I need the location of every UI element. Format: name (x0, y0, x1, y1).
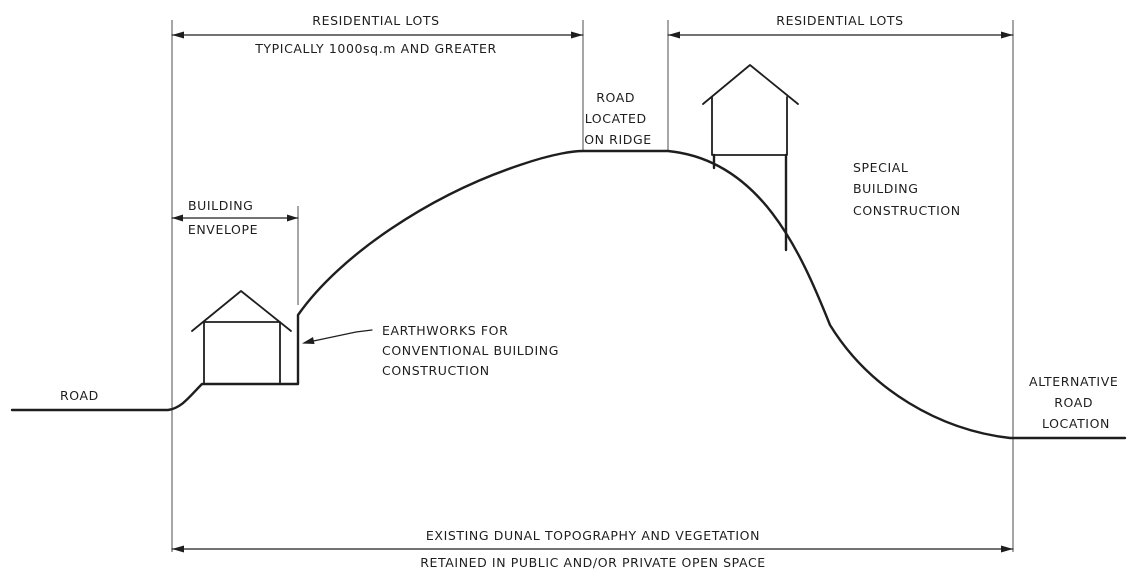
earthworks-line-3: CONSTRUCTION (382, 363, 490, 378)
earthworks-leader (302, 329, 373, 344)
conventional-house-roof (191, 290, 292, 332)
earthworks-line-1: EARTHWORKS FOR (382, 323, 508, 338)
dunal-topography-label: EXISTING DUNAL TOPOGRAPHY AND VEGETATION (426, 528, 760, 543)
building-envelope-line-2: ENVELOPE (188, 222, 258, 237)
lot-size-note: TYPICALLY 1000sq.m AND GREATER (254, 41, 497, 56)
special-building-line-3: CONSTRUCTION (853, 203, 961, 218)
earthworks-label: EARTHWORKS FOR CONVENTIONAL BUILDING CON… (382, 323, 564, 378)
alternative-road-line-2: ROAD (1054, 395, 1093, 410)
alternative-road-label: ALTERNATIVE ROAD LOCATION (1029, 374, 1123, 431)
dimension-residential-lots-right (667, 31, 1014, 39)
conventional-house (191, 290, 292, 385)
dimension-residential-lots-left (171, 31, 584, 39)
open-space-label: RETAINED IN PUBLIC AND/OR PRIVATE OPEN S… (420, 555, 766, 570)
dimension-open-space (171, 545, 1014, 553)
building-envelope-label: BUILDING ENVELOPE (188, 198, 258, 237)
special-house-roof (702, 64, 799, 105)
dune-ground-profile (10, 149, 1127, 440)
residential-lots-right-label: RESIDENTIAL LOTS (776, 13, 903, 28)
special-house-upper-walls (711, 96, 788, 156)
road-on-ridge-line-1: ROAD (596, 90, 635, 105)
residential-lots-left-label: RESIDENTIAL LOTS (312, 13, 439, 28)
special-building-label: SPECIAL BUILDING CONSTRUCTION (853, 160, 961, 218)
road-on-ridge-line-2: LOCATED (585, 111, 647, 126)
road-on-ridge-line-3: ON RIDGE (584, 132, 652, 147)
earthworks-line-2: CONVENTIONAL BUILDING (382, 343, 559, 358)
alternative-road-line-1: ALTERNATIVE (1029, 374, 1118, 389)
dimension-building-envelope (171, 214, 299, 222)
road-on-ridge-label: ROAD LOCATED ON RIDGE (584, 90, 652, 147)
special-house (702, 64, 799, 252)
building-envelope-line-1: BUILDING (188, 198, 254, 213)
conventional-house-walls (203, 321, 281, 385)
special-building-line-1: SPECIAL (853, 160, 909, 175)
road-left-label: ROAD (60, 388, 99, 403)
special-building-line-2: BUILDING (853, 181, 919, 196)
alternative-road-line-3: LOCATION (1042, 416, 1110, 431)
extension-lines (171, 20, 1014, 552)
